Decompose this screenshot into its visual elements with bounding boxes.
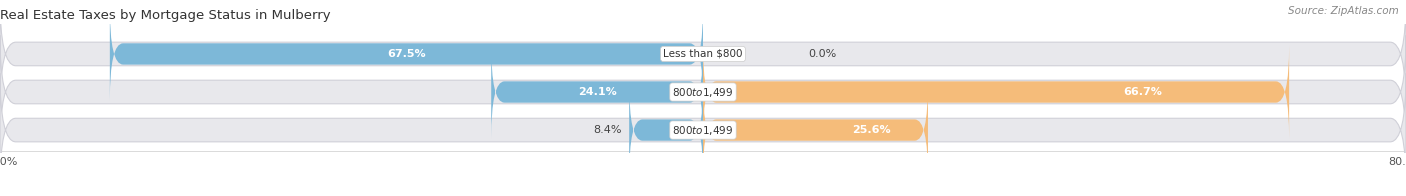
FancyBboxPatch shape xyxy=(491,46,703,138)
Text: $800 to $1,499: $800 to $1,499 xyxy=(672,123,734,137)
Text: 67.5%: 67.5% xyxy=(387,49,426,59)
FancyBboxPatch shape xyxy=(0,35,1406,149)
Text: 0.0%: 0.0% xyxy=(808,49,837,59)
Text: Source: ZipAtlas.com: Source: ZipAtlas.com xyxy=(1288,6,1399,16)
FancyBboxPatch shape xyxy=(630,84,703,176)
Text: 24.1%: 24.1% xyxy=(578,87,616,97)
Text: 8.4%: 8.4% xyxy=(593,125,621,135)
Text: 66.7%: 66.7% xyxy=(1123,87,1161,97)
FancyBboxPatch shape xyxy=(0,73,1406,187)
Text: Less than $800: Less than $800 xyxy=(664,49,742,59)
Text: 25.6%: 25.6% xyxy=(852,125,891,135)
Text: $800 to $1,499: $800 to $1,499 xyxy=(672,85,734,99)
FancyBboxPatch shape xyxy=(0,0,1406,111)
FancyBboxPatch shape xyxy=(703,46,1289,138)
FancyBboxPatch shape xyxy=(110,7,703,100)
Text: Real Estate Taxes by Mortgage Status in Mulberry: Real Estate Taxes by Mortgage Status in … xyxy=(0,9,330,22)
Legend: Without Mortgage, With Mortgage: Without Mortgage, With Mortgage xyxy=(581,192,825,196)
FancyBboxPatch shape xyxy=(703,84,928,176)
